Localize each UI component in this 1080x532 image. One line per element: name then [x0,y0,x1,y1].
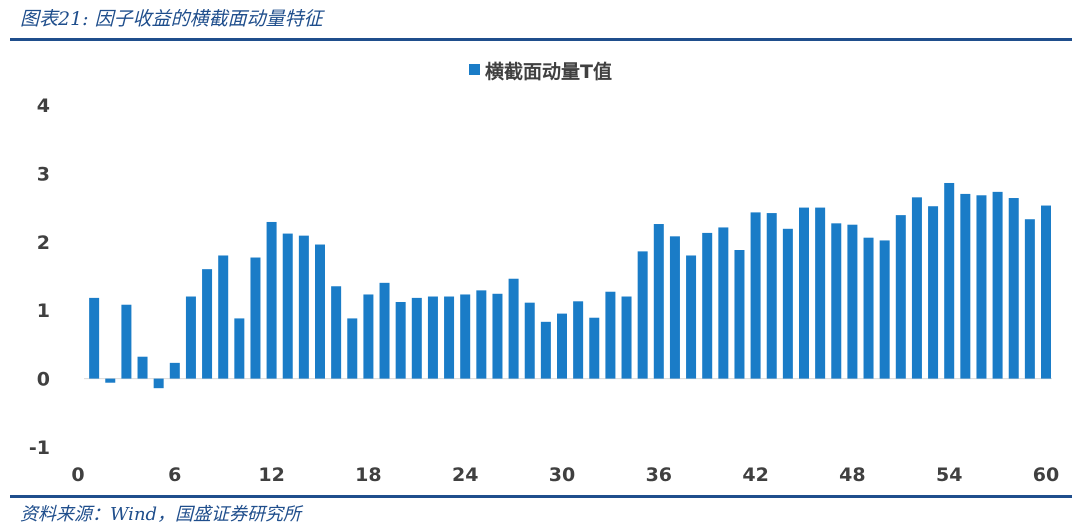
bar [185,296,196,379]
bar [250,257,261,379]
x-tick-label: 42 [742,464,768,486]
bar [960,193,971,379]
bar [605,291,616,379]
x-tick-label: 30 [549,464,575,486]
bar [121,304,132,379]
bar [1008,198,1019,379]
bar [992,191,1003,379]
bar [557,313,567,379]
x-tick-label: 24 [452,464,478,486]
bar [411,297,422,379]
bar [218,255,229,379]
y-tick-label: 1 [37,300,50,322]
x-tick-label: 36 [646,464,672,486]
bar [234,318,245,379]
bar [1024,219,1035,379]
bar [331,286,342,379]
bar [879,240,890,379]
bar [379,282,390,379]
bar [524,302,535,379]
bar [815,207,826,379]
bar [202,269,213,379]
bar [282,233,293,379]
bar [89,297,100,379]
bar [928,206,939,379]
bar [653,224,664,379]
source-note: 资料来源：Wind，国盛证券研究所 [20,504,302,525]
figure-title: 图表21: 因子收益的横截面动量特征 [20,8,323,30]
bar [734,250,745,379]
bar [395,301,406,379]
bar [363,294,374,379]
bar [137,356,148,379]
bar [298,235,309,379]
legend-label: 横截面动量T值 [485,60,612,83]
bar [476,290,487,379]
x-tick-label: 18 [355,464,381,486]
legend: 横截面动量T值 [469,60,612,83]
bar [460,294,471,379]
bar [1041,205,1051,379]
top-divider [10,38,1072,41]
bar [315,244,325,379]
x-tick-label: 48 [839,464,865,486]
x-tick-label: 12 [258,464,284,486]
bar [573,301,584,379]
bar [766,213,777,379]
bar [702,232,713,379]
y-tick-label: -1 [29,437,50,459]
bar [976,195,987,379]
y-tick-label: 4 [37,95,50,117]
bar [266,221,277,379]
bar [686,255,697,379]
bar [169,362,180,379]
y-tick-label: 0 [37,369,50,391]
legend-swatch [469,64,480,75]
x-axis: 0 6 12 18 24 30 36 42 48 54 60 [71,464,1059,486]
bar [831,223,842,379]
x-tick-label: 60 [1033,464,1059,486]
bar [750,212,761,379]
bar [669,236,680,379]
bar [847,224,858,379]
bar [105,378,116,383]
bar [621,296,632,379]
bar [911,197,922,379]
bar [347,318,358,379]
bar [444,296,455,379]
bar [782,228,793,379]
bar [637,251,648,379]
y-tick-label: 2 [37,232,50,254]
bar [492,293,503,379]
bar [863,237,874,379]
bar [540,321,551,379]
y-axis: -1 0 1 2 3 4 [29,95,50,459]
bar [895,215,906,379]
bottom-divider [10,495,1072,498]
x-tick-label: 6 [168,464,181,486]
bar [153,378,164,389]
bar [944,182,955,379]
x-tick-label: 54 [936,464,962,486]
y-tick-label: 3 [37,163,50,185]
bar [589,317,600,379]
x-tick-label: 0 [71,464,84,486]
bar [427,296,438,379]
bar [508,278,519,379]
bar-series [89,182,1051,389]
bar [799,207,809,379]
bar [718,227,729,379]
